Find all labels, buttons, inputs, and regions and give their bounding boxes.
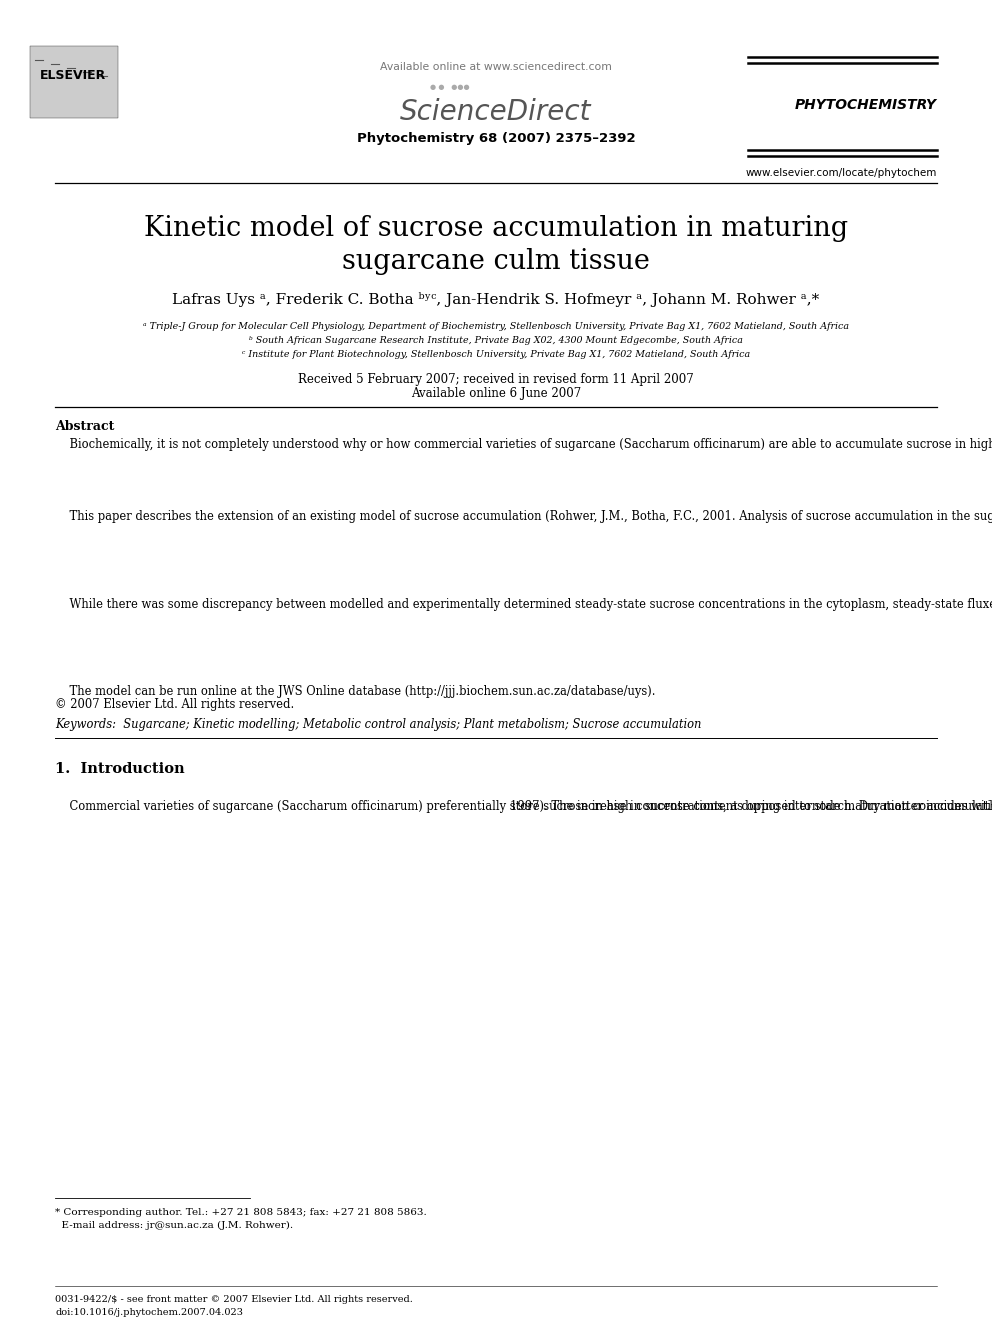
Text: Available online 6 June 2007: Available online 6 June 2007: [411, 388, 581, 400]
Text: Keywords:  Sugarcane; Kinetic modelling; Metabolic control analysis; Plant metab: Keywords: Sugarcane; Kinetic modelling; …: [55, 718, 701, 732]
Text: ᵇ South African Sugarcane Research Institute, Private Bag X02, 4300 Mount Edgeco: ᵇ South African Sugarcane Research Insti…: [249, 336, 743, 345]
Text: While there was some discrepancy between modelled and experimentally determined : While there was some discrepancy between…: [55, 598, 992, 611]
Bar: [30, 46, 118, 118]
Text: This paper describes the extension of an existing model of sucrose accumulation : This paper describes the extension of an…: [55, 509, 992, 523]
Text: ScienceDirect: ScienceDirect: [400, 98, 592, 126]
Text: Abstract: Abstract: [55, 419, 114, 433]
Text: Biochemically, it is not completely understood why or how commercial varieties o: Biochemically, it is not completely unde…: [55, 438, 992, 451]
Text: The model can be run online at the JWS Online database (http://jjj.biochem.sun.a: The model can be run online at the JWS O…: [55, 685, 656, 699]
Text: ᵃ Triple-J Group for Molecular Cell Physiology, Department of Biochemistry, Stel: ᵃ Triple-J Group for Molecular Cell Phys…: [143, 321, 849, 331]
Text: © 2007 Elsevier Ltd. All rights reserved.: © 2007 Elsevier Ltd. All rights reserved…: [55, 699, 295, 710]
Text: PHYTOCHEMISTRY: PHYTOCHEMISTRY: [795, 98, 937, 112]
Text: Lafras Uys ᵃ, Frederik C. Botha ᵇʸᶜ, Jan-Hendrik S. Hofmeyr ᵃ, Johann M. Rohwer : Lafras Uys ᵃ, Frederik C. Botha ᵇʸᶜ, Jan…: [173, 292, 819, 307]
Text: E-mail address: jr@sun.ac.za (J.M. Rohwer).: E-mail address: jr@sun.ac.za (J.M. Rohwe…: [55, 1221, 293, 1230]
Text: www.elsevier.com/locate/phytochem: www.elsevier.com/locate/phytochem: [746, 168, 937, 179]
Text: 1.  Introduction: 1. Introduction: [55, 762, 185, 777]
Text: Available online at www.sciencedirect.com: Available online at www.sciencedirect.co…: [380, 62, 612, 71]
Text: ᶜ Institute for Plant Biotechnology, Stellenbosch University, Private Bag X1, 76: ᶜ Institute for Plant Biotechnology, Ste…: [242, 351, 750, 359]
Text: doi:10.1016/j.phytochem.2007.04.023: doi:10.1016/j.phytochem.2007.04.023: [55, 1308, 243, 1316]
Text: * Corresponding author. Tel.: +27 21 808 5843; fax: +27 21 808 5863.: * Corresponding author. Tel.: +27 21 808…: [55, 1208, 427, 1217]
Text: ELSEVIER: ELSEVIER: [40, 69, 106, 82]
Text: Received 5 February 2007; received in revised form 11 April 2007: Received 5 February 2007; received in re…: [299, 373, 693, 386]
Text: ● ●   ●●●: ● ● ●●●: [430, 83, 469, 90]
Text: 0031-9422/$ - see front matter © 2007 Elsevier Ltd. All rights reserved.: 0031-9422/$ - see front matter © 2007 El…: [55, 1295, 413, 1304]
Text: Phytochemistry 68 (2007) 2375–2392: Phytochemistry 68 (2007) 2375–2392: [357, 132, 635, 146]
Text: Kinetic model of sucrose accumulation in maturing: Kinetic model of sucrose accumulation in…: [144, 216, 848, 242]
Text: 1997). The increase in sucrose content during internode maturation coincides wit: 1997). The increase in sucrose content d…: [510, 800, 992, 814]
Text: Commercial varieties of sugarcane (Saccharum officinarum) preferentially store s: Commercial varieties of sugarcane (Sacch…: [55, 800, 992, 814]
Text: sugarcane culm tissue: sugarcane culm tissue: [342, 247, 650, 275]
